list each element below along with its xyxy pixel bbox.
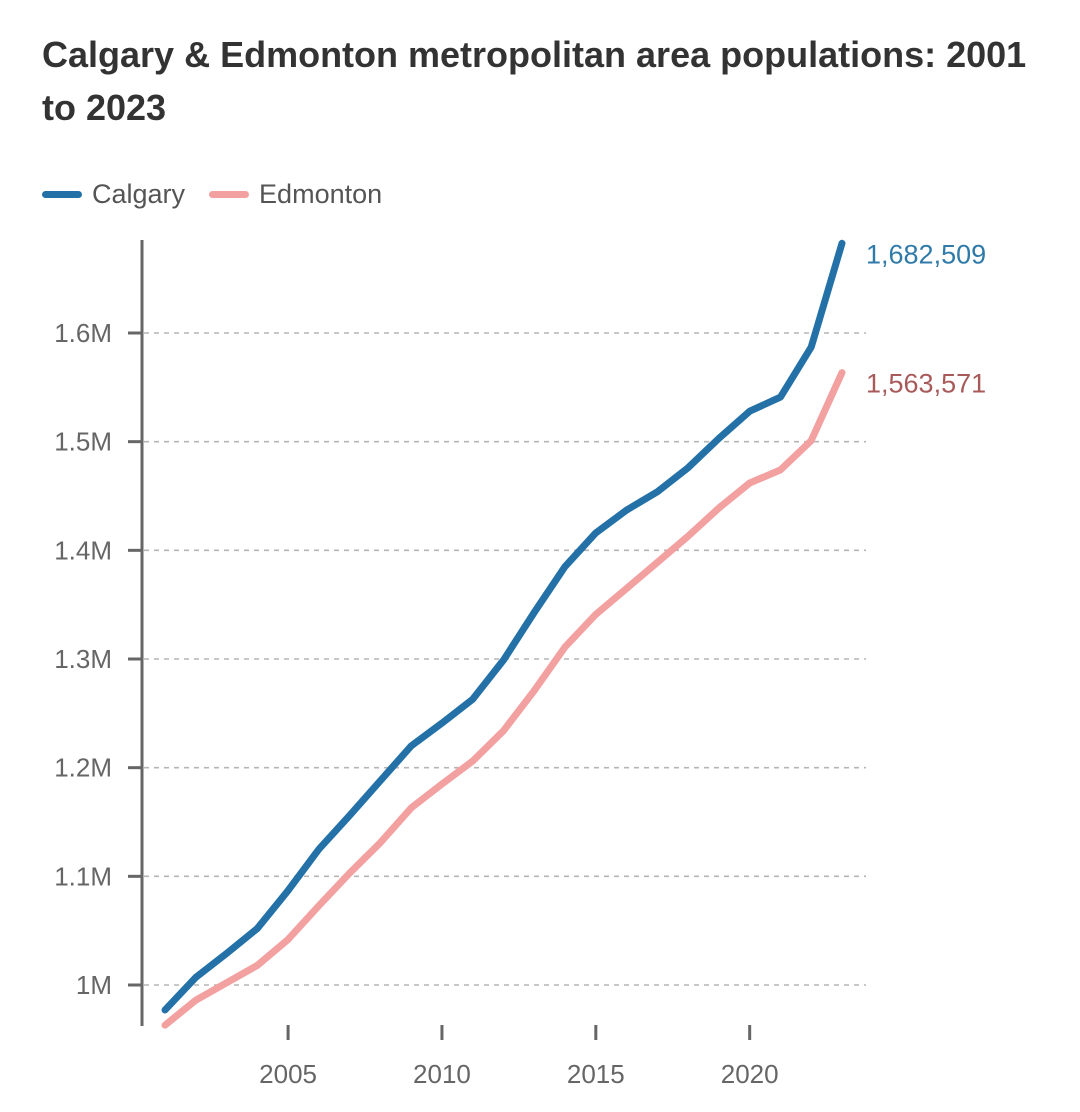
- x-tick-label: 2010: [413, 1059, 471, 1089]
- chart-title: Calgary & Edmonton metropolitan area pop…: [42, 34, 1027, 128]
- series-line-calgary: [161, 239, 846, 1014]
- legend-item-calgary: Calgary: [42, 179, 185, 210]
- series-line-edmonton: [161, 369, 846, 1029]
- y-tick-label: 1.5M: [54, 427, 112, 457]
- data-labels: 1,682,509 1,563,571: [866, 239, 986, 398]
- x-tick-label: 2020: [721, 1059, 779, 1089]
- y-tick-label: 1.6M: [54, 318, 112, 348]
- y-tick-label: 1M: [76, 970, 112, 1000]
- legend-label-calgary: Calgary: [92, 178, 186, 209]
- y-tick-label: 1.3M: [54, 644, 112, 674]
- axes: 1M 1.1M 1.2M 1.3M 1.4M 1.5M 1.6M 2005 2010 2015 20…: [54, 240, 779, 1089]
- y-tick-label: 1.1M: [54, 861, 112, 891]
- end-label-calgary: 1,682,509: [866, 239, 986, 269]
- x-tick-label: 2005: [259, 1059, 317, 1089]
- legend-swatch-edmonton: [209, 190, 250, 198]
- legend-swatch-calgary: [42, 190, 82, 198]
- end-label-edmonton: 1,563,571: [866, 369, 986, 399]
- x-tick-label: 2015: [567, 1059, 625, 1089]
- y-tick-label: 1.4M: [54, 535, 112, 565]
- legend: Calgary Edmonton: [42, 172, 406, 216]
- y-tick-label: 1.2M: [54, 753, 112, 783]
- legend-item-edmonton: Edmonton: [209, 179, 382, 210]
- series-lines: [161, 239, 846, 1029]
- legend-label-edmonton: Edmonton: [259, 178, 383, 209]
